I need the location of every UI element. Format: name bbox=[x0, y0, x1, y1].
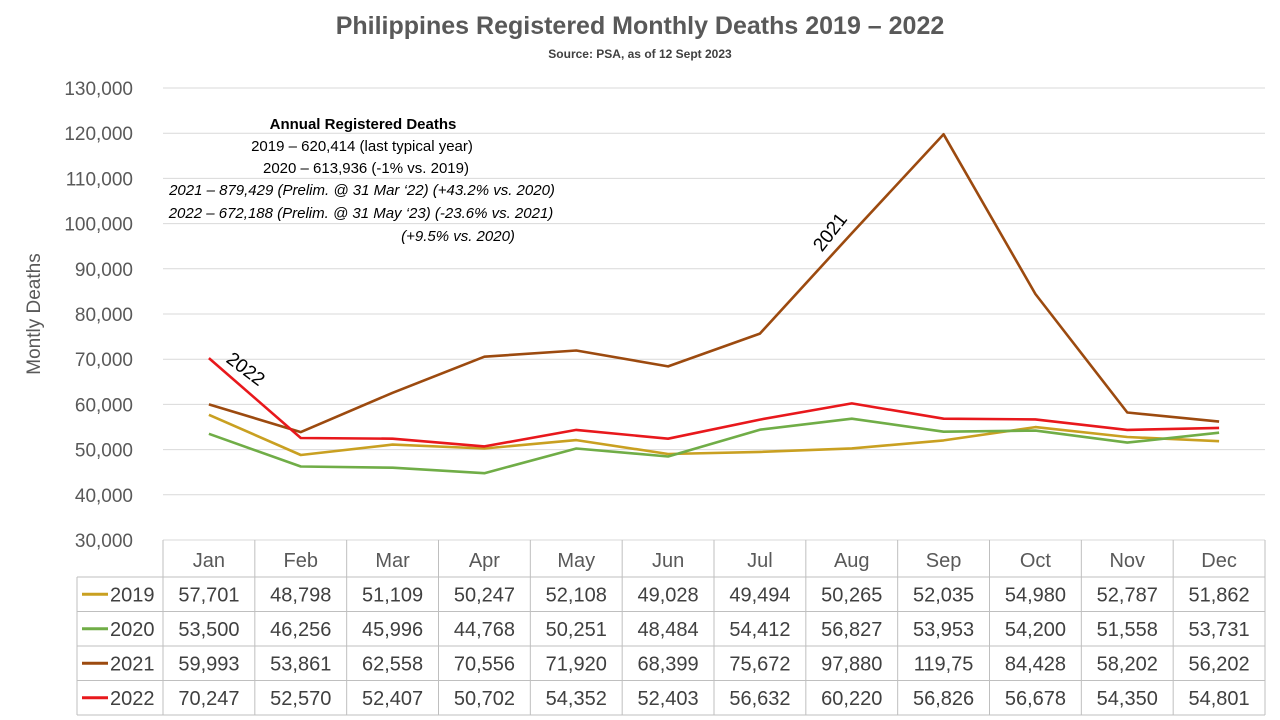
annotation-2022: 2022 – 672,188 (Prelim. @ 31 May ‘23) (-… bbox=[168, 205, 554, 222]
table-cell: 48,484 bbox=[637, 619, 698, 641]
table-cell: 119,75 bbox=[914, 653, 974, 675]
x-tick-label: Jan bbox=[193, 550, 225, 572]
table-cell: 57,701 bbox=[178, 584, 239, 606]
x-tick-label: Mar bbox=[375, 550, 410, 572]
x-tick-label: Apr bbox=[469, 550, 500, 572]
x-tick-label: Jul bbox=[747, 550, 773, 572]
table-cell: 56,202 bbox=[1188, 653, 1249, 675]
annotation-2022-vs-2020: (+9.5% vs. 2020) bbox=[401, 228, 515, 245]
table-cell: 54,350 bbox=[1097, 688, 1158, 710]
table-cell: 51,109 bbox=[362, 584, 423, 606]
table-cell: 52,108 bbox=[546, 584, 607, 606]
y-tick-label: 30,000 bbox=[75, 531, 133, 552]
table-cell: 49,028 bbox=[637, 584, 698, 606]
series-line-2019 bbox=[208, 413, 1220, 457]
x-tick-label: Nov bbox=[1109, 550, 1145, 572]
y-tick-label: 130,000 bbox=[64, 79, 133, 100]
table-cell: 54,200 bbox=[1005, 619, 1066, 641]
legend-label-2021: 2021 bbox=[110, 653, 155, 675]
chart-title: Philippines Registered Monthly Deaths 20… bbox=[335, 12, 945, 40]
table-cell: 53,500 bbox=[178, 619, 239, 641]
table-cell: 51,862 bbox=[1188, 584, 1249, 606]
x-tick-label: Jun bbox=[652, 550, 684, 572]
table-cell: 51,558 bbox=[1097, 619, 1158, 641]
table-cell: 52,570 bbox=[270, 688, 331, 710]
y-tick-label: 60,000 bbox=[75, 395, 133, 416]
table-cell: 54,412 bbox=[729, 619, 790, 641]
table-cell: 54,801 bbox=[1188, 688, 1249, 710]
table-cell: 75,672 bbox=[729, 653, 790, 675]
table-cell: 84,428 bbox=[1005, 653, 1066, 675]
annotation-2020: 2020 – 613,936 (-1% vs. 2019) bbox=[263, 160, 469, 177]
y-tick-label: 50,000 bbox=[75, 441, 133, 462]
table-cell: 97,880 bbox=[821, 653, 882, 675]
y-axis-ticks: 30,000 40,000 50,000 60,000 70,000 80,000 90,0… bbox=[64, 79, 133, 552]
series-line-2022 bbox=[208, 357, 1220, 448]
legend-label-2020: 2020 bbox=[110, 619, 155, 641]
series-line-2020 bbox=[208, 417, 1220, 475]
x-tick-label: Oct bbox=[1020, 550, 1052, 572]
chart-subtitle: Source: PSA, as of 12 Sept 2023 bbox=[548, 47, 732, 61]
x-tick-label: Dec bbox=[1201, 550, 1237, 572]
annotation-2021: 2021 – 879,429 (Prelim. @ 31 Mar ‘22) (+… bbox=[168, 182, 555, 199]
table-cell: 53,953 bbox=[913, 619, 974, 641]
data-table: Jan Feb Mar Apr May Jun Jul Aug Sep Oct Nov Dec 2019… bbox=[76, 540, 1266, 716]
table-cell: 49,494 bbox=[729, 584, 790, 606]
table-cell: 52,407 bbox=[362, 688, 423, 710]
legend-label-2022: 2022 bbox=[110, 688, 155, 710]
table-cell: 50,251 bbox=[546, 619, 607, 641]
table-cell: 56,826 bbox=[913, 688, 974, 710]
x-tick-label: Sep bbox=[926, 550, 962, 572]
table-cell: 53,731 bbox=[1188, 619, 1249, 641]
table-cell: 45,996 bbox=[362, 619, 423, 641]
table-cell: 48,798 bbox=[270, 584, 331, 606]
series-lines bbox=[208, 133, 1220, 475]
legend-label-2019: 2019 bbox=[110, 584, 155, 606]
annotation-heading: Annual Registered Deaths bbox=[270, 116, 457, 133]
table-cell: 62,558 bbox=[362, 653, 423, 675]
table-cell: 70,556 bbox=[454, 653, 515, 675]
y-tick-label: 40,000 bbox=[75, 486, 133, 507]
annotation-2019: 2019 – 620,414 (last typical year) bbox=[251, 138, 473, 155]
table-cell: 70,247 bbox=[178, 688, 239, 710]
y-tick-label: 70,000 bbox=[75, 350, 133, 371]
table-cell: 50,247 bbox=[454, 584, 515, 606]
y-tick-label: 80,000 bbox=[75, 305, 133, 326]
line-label-2022: 2022 bbox=[222, 348, 268, 390]
table-cell: 50,702 bbox=[454, 688, 515, 710]
table-cell: 59,993 bbox=[178, 653, 239, 675]
table-cell: 71,920 bbox=[546, 653, 607, 675]
table-cell: 52,403 bbox=[637, 688, 698, 710]
table-cell: 44,768 bbox=[454, 619, 515, 641]
series-line-2021 bbox=[208, 133, 1220, 434]
table-cell: 53,861 bbox=[270, 653, 331, 675]
y-axis-label: Montly Deaths bbox=[24, 253, 45, 374]
annual-deaths-annotation: Annual Registered Deaths 2019 – 620,414 … bbox=[168, 116, 555, 245]
y-tick-label: 120,000 bbox=[64, 124, 133, 145]
table-cell: 52,787 bbox=[1097, 584, 1158, 606]
x-tick-label: Feb bbox=[284, 550, 318, 572]
table-cell: 68,399 bbox=[637, 653, 698, 675]
table-cell: 54,352 bbox=[546, 688, 607, 710]
table-cell: 58,202 bbox=[1097, 653, 1158, 675]
table-cell: 54,980 bbox=[1005, 584, 1066, 606]
table-cell: 60,220 bbox=[821, 688, 882, 710]
table-cell: 50,265 bbox=[821, 584, 882, 606]
table-cell: 56,678 bbox=[1005, 688, 1066, 710]
table-cell: 52,035 bbox=[913, 584, 974, 606]
x-tick-label: Aug bbox=[834, 550, 870, 572]
table-cell: 56,827 bbox=[821, 619, 882, 641]
y-tick-label: 110,000 bbox=[66, 169, 133, 190]
table-cell: 46,256 bbox=[270, 619, 331, 641]
y-tick-label: 90,000 bbox=[75, 260, 133, 281]
x-tick-label: May bbox=[557, 550, 595, 572]
table-cell: 56,632 bbox=[729, 688, 790, 710]
gridlines bbox=[163, 87, 1265, 541]
y-tick-label: 100,000 bbox=[64, 215, 133, 236]
line-label-2021: 2021 bbox=[809, 209, 852, 255]
